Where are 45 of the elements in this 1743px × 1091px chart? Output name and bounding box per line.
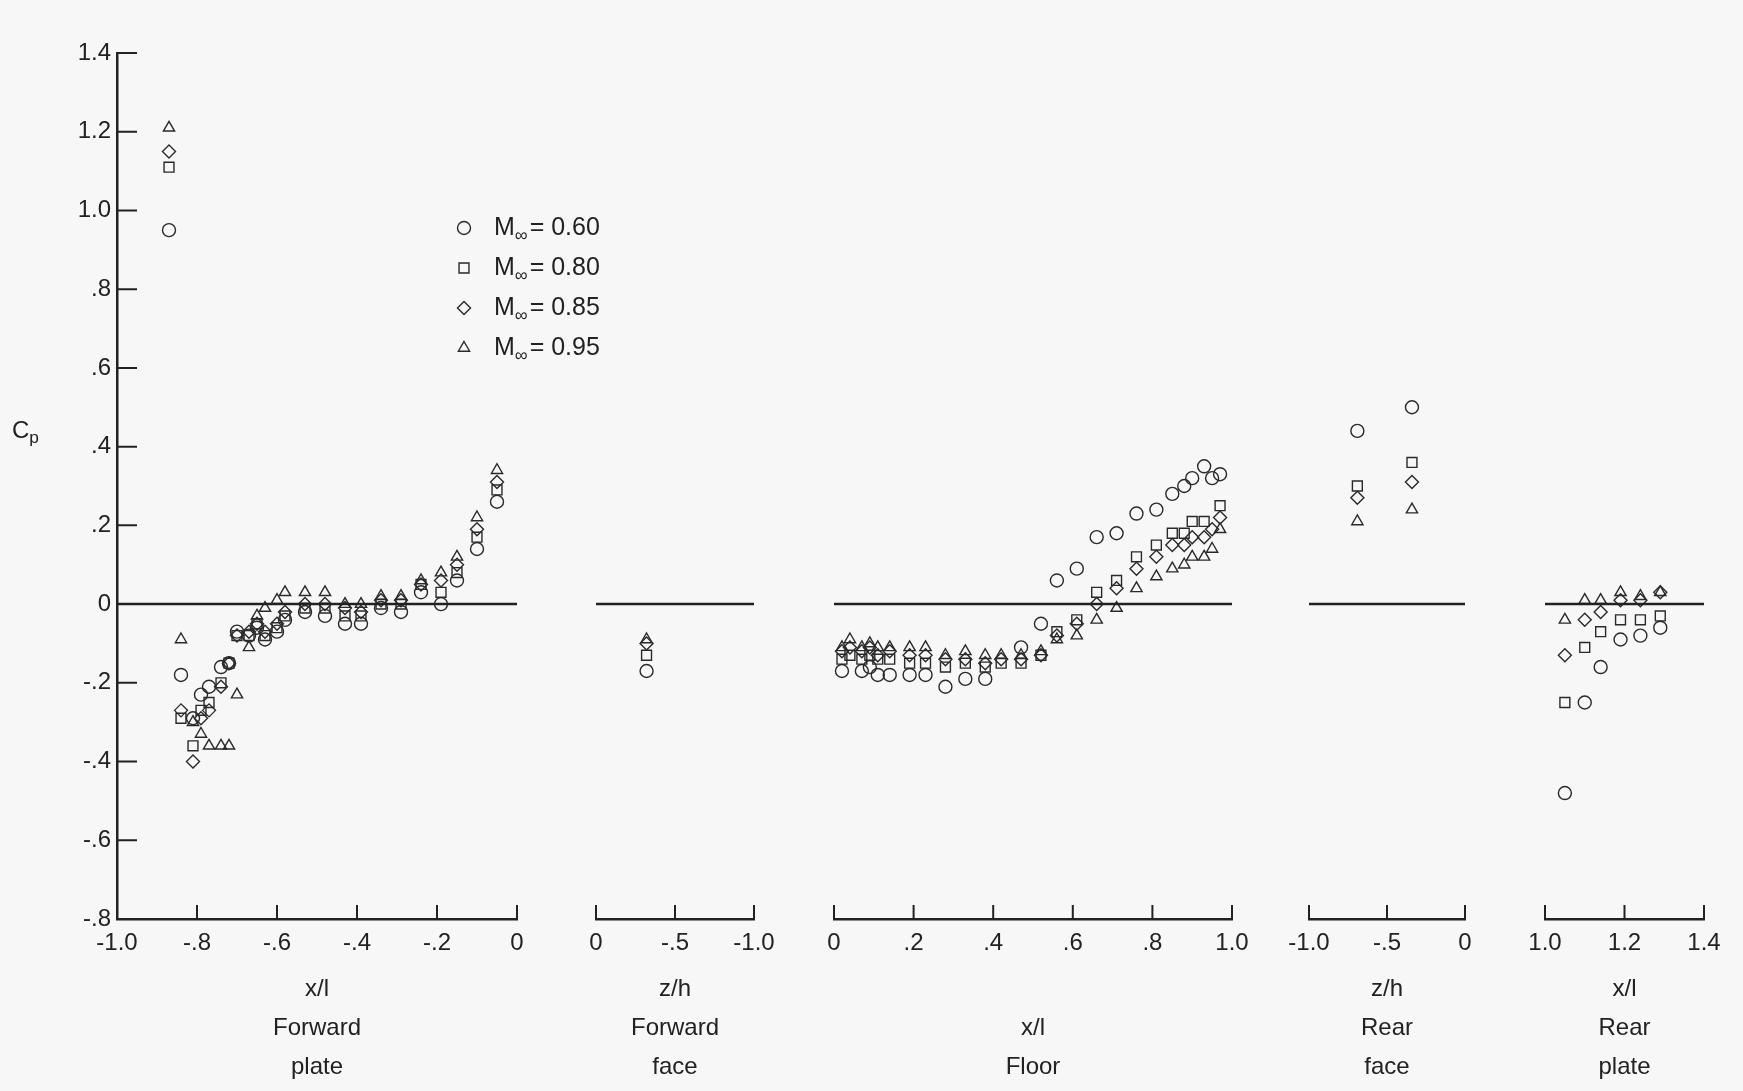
x-tick-label: .4 (983, 927, 1004, 955)
x-tick-label: -1.0 (1288, 927, 1330, 955)
y-tick-label: 1.2 (77, 116, 111, 144)
x-tick-label: -.4 (342, 927, 372, 955)
x-tick-label: 1.4 (1687, 927, 1721, 955)
y-tick-label: -.4 (82, 746, 111, 774)
text: Floor (1005, 1052, 1061, 1080)
y-tick-label: .8 (90, 273, 111, 301)
x-axis-title: z/h (658, 974, 692, 1002)
x-tick-label: .6 (1062, 927, 1083, 955)
x-tick-label: 0 (510, 927, 524, 955)
y-tick-label: .2 (90, 509, 111, 537)
x-tick-label: -.8 (182, 927, 212, 955)
text: Forward plate (272, 1013, 362, 1080)
x-tick-label: -1.0 (733, 927, 775, 955)
text: Forward face (630, 1013, 720, 1080)
legend-label: M∞= 0.95 (494, 331, 600, 365)
y-tick-label: -.6 (82, 824, 111, 852)
x-axis-title: x/l (1612, 974, 1637, 1002)
y-tick-label: 0 (97, 588, 111, 616)
x-tick-label: .2 (903, 927, 924, 955)
y-tick-label: .4 (90, 431, 111, 459)
text: Rear face (1360, 1013, 1414, 1080)
y-tick-label: -.2 (82, 667, 111, 695)
x-tick-label: 1.2 (1607, 927, 1642, 955)
x-tick-label: 0 (827, 927, 841, 955)
x-tick-label: -.5 (660, 927, 690, 955)
x-tick-label: 1.0 (1528, 927, 1562, 955)
text: Rear plate (1598, 1013, 1651, 1080)
x-tick-label: 0 (1458, 927, 1472, 955)
x-axis-title: x/l (1021, 1013, 1045, 1041)
x-tick-label: 1.0 (1215, 927, 1249, 955)
legend-label: M∞= 0.85 (494, 291, 600, 325)
x-tick-label: -.5 (1372, 927, 1402, 955)
x-axis-title: x/l (305, 974, 329, 1002)
x-axis-title: z/h (1370, 974, 1404, 1002)
y-tick-label: 1.0 (77, 195, 111, 223)
x-tick-label: 0 (589, 927, 603, 955)
y-tick-label: .6 (90, 352, 111, 380)
y-tick-label: 1.4 (77, 37, 111, 65)
x-tick-label: -.6 (262, 927, 292, 955)
x-tick-label: -.2 (422, 927, 452, 955)
x-tick-label: .8 (1142, 927, 1163, 955)
legend-label: M∞= 0.60 (494, 211, 600, 245)
legend-label: M∞= 0.80 (494, 251, 600, 285)
